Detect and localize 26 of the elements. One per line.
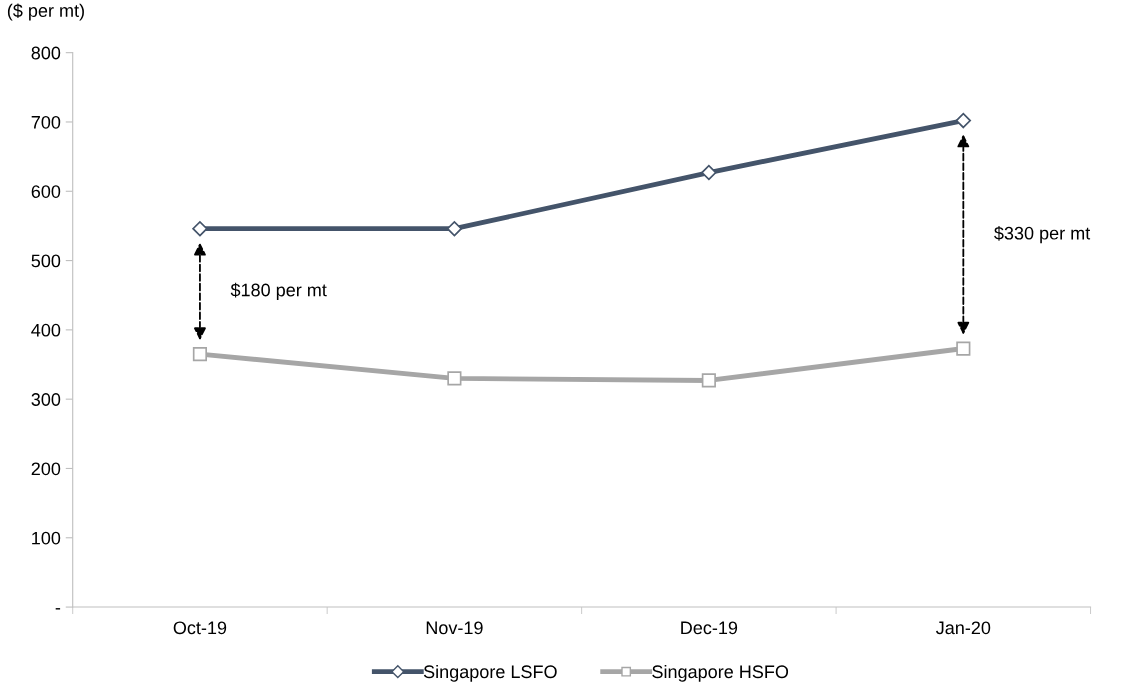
point [192,220,208,237]
point [956,341,971,356]
y-tick-label: 300 [31,393,61,406]
y-tick-label: 700 [31,115,61,129]
y-tick-label: - [55,608,61,610]
point [446,220,463,237]
y-tick-label: 800 [31,46,61,60]
point [701,164,717,181]
legend-label: Singapore LSFO [423,664,557,682]
x-tick-label: Jan-20 [936,621,991,635]
x-tick-label: Dec-19 [681,621,738,635]
annotation: $330 per mt [994,226,1091,244]
point [955,112,972,129]
x-tick-label: Nov-19 [426,621,483,635]
x-tick-label: Oct-19 [173,621,227,635]
annotation: $180 per mt [230,282,327,300]
y-tick-label: 600 [31,185,61,198]
y-tick-label: 400 [31,323,61,337]
legend-label: Singapore HSFO [652,664,789,682]
y-tick-label: 500 [31,254,61,268]
point [701,373,716,388]
y-tick-label: 100 [32,531,61,545]
y-tick-label: 200 [31,462,61,476]
point [447,371,462,386]
y-axis-title: ($ per mt) [7,3,84,21]
point [192,347,208,362]
